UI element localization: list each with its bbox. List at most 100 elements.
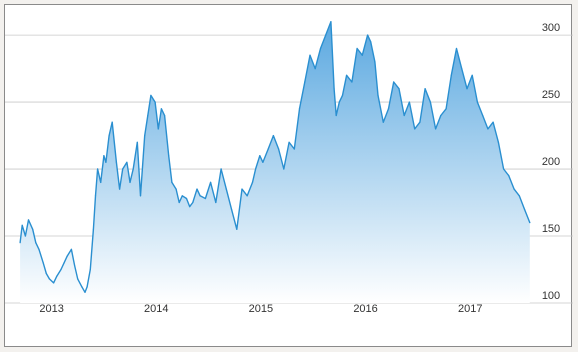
data-point: [309, 54, 311, 56]
data-point: [196, 188, 198, 190]
y-tick-label: 250: [542, 89, 560, 101]
data-point: [403, 114, 405, 117]
data-point: [278, 148, 280, 150]
data-point: [225, 188, 227, 190]
data-point: [215, 201, 217, 204]
data-point: [455, 47, 458, 50]
data-point: [210, 181, 212, 183]
data-point: [335, 114, 337, 117]
data-point: [272, 135, 274, 137]
data-point: [393, 81, 395, 83]
series-area-fill: [20, 21, 530, 303]
data-point: [304, 81, 306, 83]
data-point: [42, 262, 44, 264]
data-point: [45, 272, 47, 275]
data-point: [435, 128, 437, 130]
data-point: [204, 197, 206, 200]
data-point: [199, 195, 201, 197]
data-point: [440, 114, 442, 117]
data-point: [476, 101, 478, 103]
data-point: [319, 47, 322, 50]
data-point: [19, 242, 21, 244]
data-point: [503, 168, 505, 170]
data-point: [241, 188, 243, 190]
y-tick-label: 100: [542, 290, 560, 302]
data-point: [466, 88, 468, 90]
data-point: [160, 108, 162, 110]
data-point: [103, 155, 105, 157]
data-point: [38, 248, 40, 250]
data-point: [377, 94, 379, 96]
data-point: [382, 121, 384, 123]
y-axis: 100 150 200 250 300: [542, 22, 560, 302]
data-point: [74, 264, 76, 267]
data-point: [450, 74, 452, 76]
data-point: [220, 168, 222, 170]
data-point: [251, 181, 254, 183]
data-point: [154, 101, 156, 103]
data-point: [236, 228, 238, 230]
data-point: [77, 278, 79, 280]
data-point: [246, 195, 248, 197]
data-point: [150, 94, 152, 96]
data-point: [164, 114, 166, 117]
y-tick-label: 300: [542, 22, 560, 34]
y-tick-label: 150: [542, 223, 560, 235]
data-point: [288, 141, 290, 143]
data-point: [53, 282, 55, 284]
chart-frame: 2013 2014 2015 2016 2017 100 150 200 250 300: [4, 4, 573, 347]
data-point: [293, 148, 295, 150]
data-point: [157, 128, 159, 130]
data-point: [330, 21, 332, 23]
data-point: [267, 148, 269, 150]
data-point: [185, 197, 188, 200]
data-point: [398, 88, 400, 90]
data-point: [89, 268, 91, 271]
data-point: [48, 278, 51, 280]
data-point: [181, 195, 183, 197]
data-point: [27, 219, 30, 221]
data-point: [361, 54, 363, 56]
data-point: [333, 88, 335, 90]
data-point: [56, 275, 58, 277]
data-point: [84, 291, 86, 293]
data-point: [115, 161, 117, 163]
data-point: [81, 286, 83, 288]
data-point: [189, 206, 191, 208]
data-point: [35, 242, 37, 244]
data-point: [356, 47, 358, 50]
data-point: [374, 61, 376, 63]
data-point: [387, 108, 390, 110]
data-point: [523, 208, 526, 210]
data-point: [105, 161, 107, 163]
data-point: [175, 188, 177, 190]
data-point: [445, 108, 447, 110]
y-tick-label: 200: [542, 156, 560, 168]
data-point: [192, 201, 194, 204]
data-point: [341, 94, 344, 96]
x-tick-label: 2017: [458, 303, 482, 315]
data-point: [429, 101, 431, 103]
data-point: [94, 195, 97, 197]
data-point: [230, 208, 233, 210]
data-point: [408, 101, 410, 103]
data-point: [63, 262, 65, 264]
data-point: [86, 286, 88, 288]
data-point: [60, 268, 62, 271]
data-point: [136, 141, 138, 143]
data-point: [66, 255, 68, 257]
data-point: [32, 228, 34, 230]
data-point: [298, 108, 301, 110]
data-point: [419, 121, 421, 123]
data-point: [144, 135, 146, 137]
data-point: [111, 121, 113, 123]
data-point: [139, 195, 142, 197]
data-point: [24, 235, 26, 237]
x-tick-label: 2015: [249, 303, 273, 315]
data-point: [487, 128, 489, 130]
data-point: [529, 222, 531, 224]
area-chart: 2013 2014 2015 2016 2017 100 150 200 250 300: [5, 21, 573, 315]
data-point: [497, 141, 499, 143]
data-point: [351, 81, 353, 83]
data-point: [370, 41, 372, 43]
